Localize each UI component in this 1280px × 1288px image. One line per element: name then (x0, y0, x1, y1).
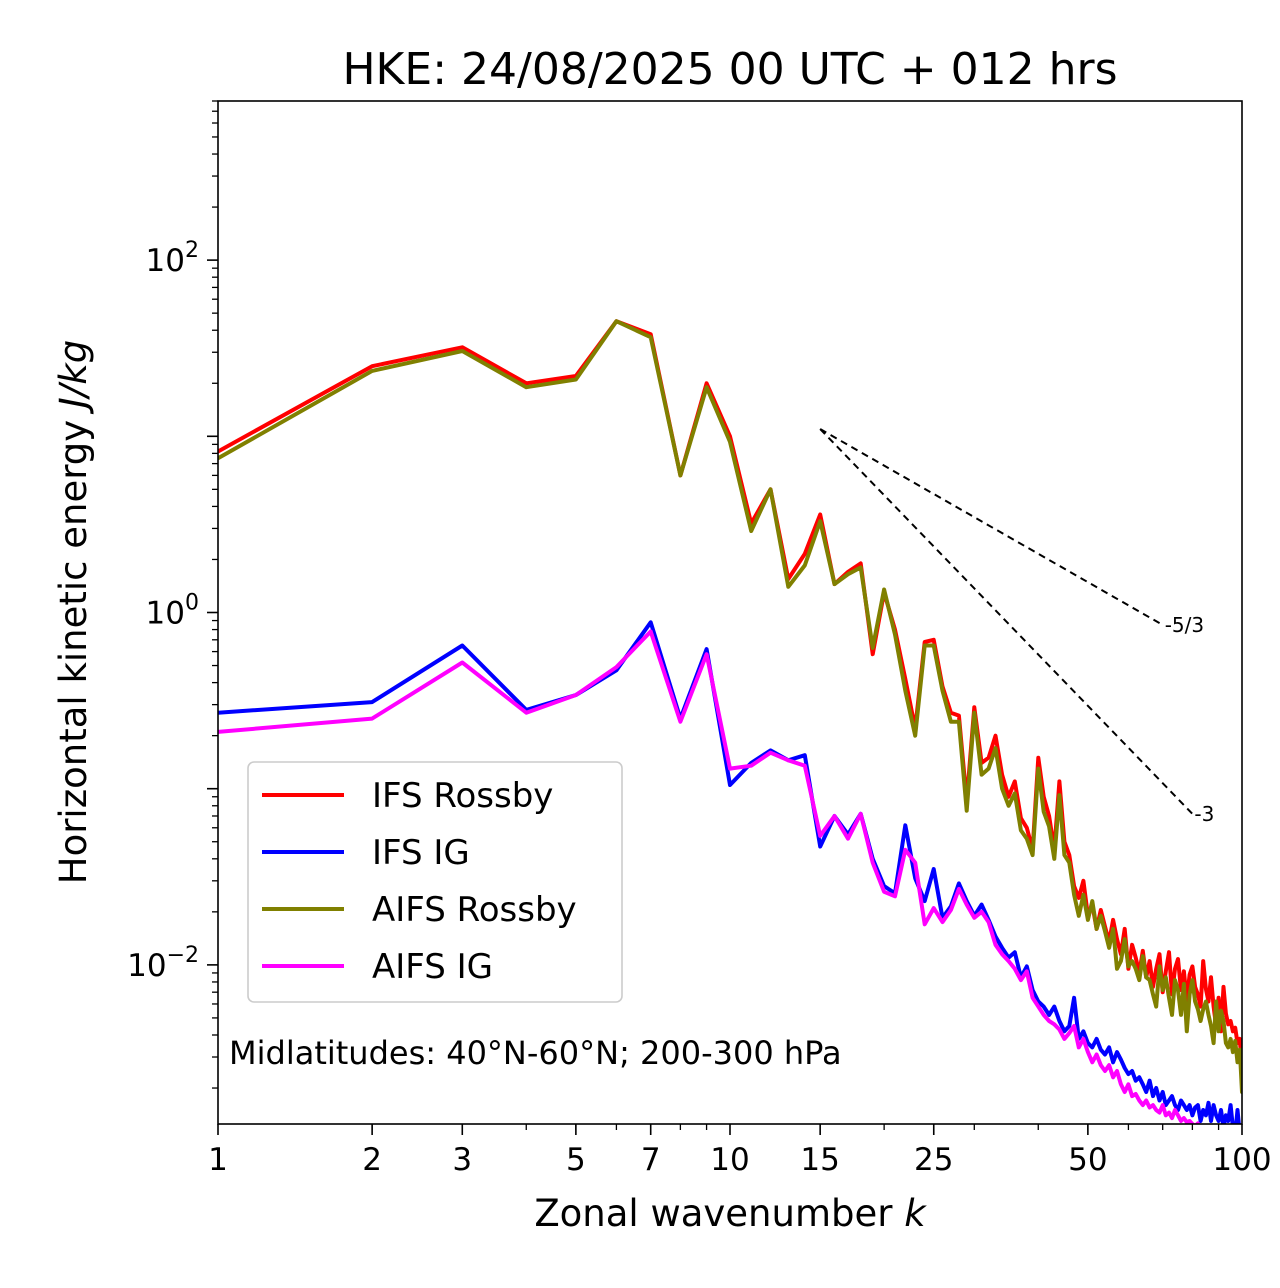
legend-label: IFS Rossby (372, 776, 553, 816)
chart-title: HKE: 24/08/2025 00 UTC + 012 hrs (342, 44, 1117, 95)
reference-line-2 (819, 428, 1194, 815)
series-layer (218, 319, 1242, 1124)
legend-label: AIFS IG (372, 947, 493, 987)
y-axis-label-text: Horizontal kinetic energy (52, 420, 95, 884)
x-axis-variable: k (904, 1192, 927, 1235)
reference-line-label-2: -3 (1194, 802, 1214, 826)
x-tick-label: 7 (641, 1142, 661, 1178)
x-tick-label: 5 (566, 1142, 586, 1178)
y-axis-units: J/kg (52, 340, 95, 415)
legend-label: AIFS Rossby (372, 890, 577, 930)
reference-line-1 (819, 428, 1164, 626)
y-tick-label: 102 (146, 238, 199, 279)
legend-box (247, 761, 623, 1003)
x-tick-label: 1 (208, 1142, 228, 1178)
axis-ticks: 1 2 3 5 7 10 15 25 50 100 10−2 100 102 (127, 100, 1272, 1178)
x-tick-label: 100 (1212, 1142, 1271, 1178)
y-tick-label: 10−2 (127, 943, 199, 984)
legend-label: IFS IG (372, 833, 470, 873)
series-line-aifs-ig (218, 629, 1201, 1124)
x-tick-label: 10 (710, 1142, 749, 1178)
legend: IFS Rossby IFS IG AIFS Rossby AIFS IG (247, 761, 623, 1003)
x-tick-label: 15 (800, 1142, 839, 1178)
x-tick-label: 25 (914, 1142, 953, 1178)
x-axis-label-text: Zonal wavenumber (534, 1192, 893, 1235)
x-tick-label: 3 (452, 1142, 472, 1178)
y-tick-label: 100 (146, 591, 199, 632)
y-axis-label: Horizontal kinetic energy J/kg (52, 340, 95, 884)
series-line-aifs-rossby (218, 319, 1242, 1094)
x-tick-label: 2 (362, 1142, 382, 1178)
x-tick-label: 50 (1068, 1142, 1107, 1178)
reference-line-label-1: -5/3 (1165, 613, 1204, 637)
region-annotation: Midlatitudes: 40°N-60°N; 200-300 hPa (229, 1034, 842, 1072)
x-axis-label: Zonal wavenumber k (534, 1192, 927, 1235)
reference-lines: -5/3 -3 (819, 428, 1214, 826)
